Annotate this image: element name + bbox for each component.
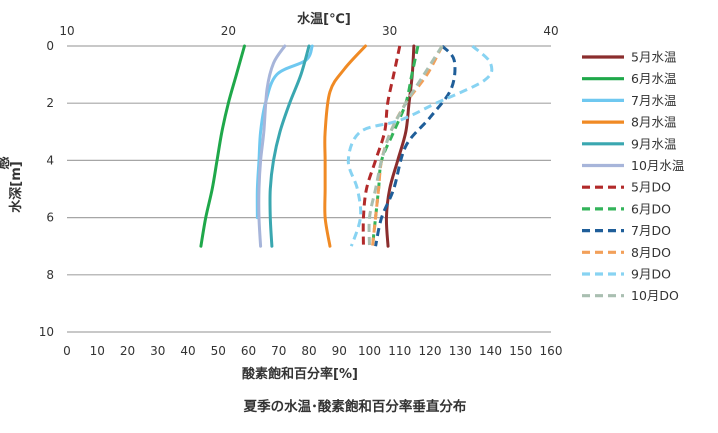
x-bottom-tick-label-12: 120 (419, 344, 442, 358)
legend-label-4: 8月水温 (631, 115, 677, 130)
x-bottom-tick-label-16: 160 (540, 344, 563, 358)
x-bottom-tick-label-7: 70 (271, 344, 286, 358)
legend-label-3: 7月水温 (631, 93, 677, 108)
y-axis-title-fragment: 感 (0, 156, 12, 169)
x-bottom-tick-label-14: 140 (479, 344, 502, 358)
y-tick-label-4: 8 (46, 268, 54, 282)
y-tick-label-1: 2 (46, 96, 54, 110)
legend-label-10: 8月DO (631, 245, 671, 260)
legend-label-6: 10月水温 (631, 158, 685, 173)
x-top-axis-title: 水温[℃] (297, 11, 351, 27)
x-bottom-tick-label-3: 30 (150, 344, 165, 358)
x-bottom-tick-label-2: 20 (120, 344, 135, 358)
x-bottom-tick-label-11: 110 (388, 344, 411, 358)
x-top-tick-label-2: 30 (382, 24, 397, 38)
y-tick-label-5: 10 (39, 325, 54, 339)
x-bottom-tick-label-0: 0 (63, 344, 71, 358)
x-bottom-tick-label-15: 150 (509, 344, 532, 358)
x-bottom-tick-label-13: 130 (449, 344, 472, 358)
x-bottom-tick-label-4: 40 (180, 344, 195, 358)
chart-title: 夏季の水温･酸素飽和百分率垂直分布 (243, 398, 467, 415)
legend-label-12: 10月DO (631, 288, 679, 303)
legend-label-9: 7月DO (631, 223, 671, 238)
x-bottom-tick-label-5: 50 (211, 344, 226, 358)
x-bottom-tick-label-1: 10 (90, 344, 105, 358)
x-bottom-tick-label-6: 60 (241, 344, 256, 358)
x-top-tick-label-0: 10 (59, 24, 74, 38)
legend-label-2: 6月水温 (631, 71, 677, 86)
x-bottom-tick-label-9: 90 (332, 344, 347, 358)
x-bottom-tick-label-10: 100 (358, 344, 381, 358)
legend-label-8: 6月DO (631, 201, 671, 216)
legend-label-7: 5月DO (631, 180, 671, 195)
x-top-tick-label-1: 20 (221, 24, 236, 38)
x-bottom-tick-label-8: 80 (301, 344, 316, 358)
legend-label-1: 5月水温 (631, 50, 677, 65)
y-tick-label-3: 6 (46, 211, 54, 225)
y-tick-label-2: 4 (46, 153, 54, 167)
x-bottom-axis-title: 酸素飽和百分率[%] (242, 366, 358, 382)
legend-label-11: 9月DO (631, 267, 671, 282)
legend-label-5: 9月水温 (631, 136, 677, 151)
x-top-tick-label-3: 40 (543, 24, 558, 38)
y-tick-label-0: 0 (46, 39, 54, 53)
